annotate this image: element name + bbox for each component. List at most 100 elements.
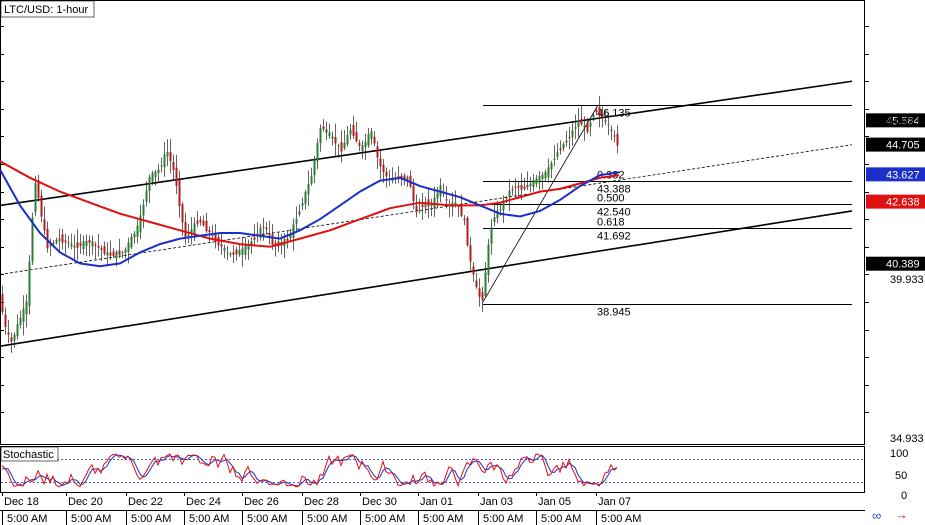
candle-body [316, 142, 319, 162]
candle-body [7, 332, 10, 335]
candle-body [616, 133, 619, 146]
price-tag [866, 194, 925, 209]
candle-body [445, 199, 448, 201]
candle-body [412, 185, 415, 201]
candle-body [331, 136, 334, 139]
x-tick-label: Dec 24 [186, 496, 221, 508]
candle-body [112, 251, 115, 256]
candle-body [241, 248, 244, 255]
candle-body [250, 241, 253, 245]
candle-body [172, 161, 175, 171]
candle-body [154, 171, 157, 177]
price-tags: 45.584 44.705 43.627 42.638 40.389 [866, 113, 925, 271]
candle-body [583, 125, 586, 128]
candle-body [373, 136, 376, 144]
candle-body [292, 224, 295, 238]
candle-body [262, 226, 265, 228]
candle-body [94, 244, 97, 246]
candle-body [481, 292, 484, 300]
candle-body [421, 204, 424, 208]
candle-body [61, 234, 64, 243]
x-tick-time-label: 5:00 AM [131, 513, 171, 525]
fib-value-label: 42.540 [597, 207, 631, 219]
candle-body [595, 110, 598, 113]
candle-body [208, 229, 211, 233]
candle-body [232, 252, 235, 255]
candle-body [322, 126, 325, 129]
x-tick-label: Jan 07 [598, 496, 631, 508]
candle-body [553, 158, 556, 160]
candle-body [457, 206, 460, 208]
price-tag-label: 45.584 [886, 115, 920, 127]
candle-body [538, 175, 541, 183]
price-channel [0, 80, 853, 347]
candle-body [523, 186, 526, 189]
candle-body [403, 175, 406, 180]
candle-body [604, 120, 607, 122]
candle-body [82, 241, 85, 250]
candle-body [448, 203, 451, 205]
candle-body [109, 252, 112, 256]
candle-body [31, 217, 34, 262]
candle-body [226, 252, 229, 254]
candle-body [46, 228, 49, 249]
y-tick-label: 39.933 [890, 274, 924, 286]
x-tick-label: Dec 26 [244, 496, 279, 508]
stochastic-lines [1, 453, 864, 488]
candle-body [328, 132, 331, 137]
candle-body [562, 143, 565, 149]
candle-body [25, 301, 28, 315]
stochastic-k-line [1, 453, 618, 488]
candle-body [58, 238, 61, 242]
candle-body [319, 128, 322, 144]
candle-body [346, 134, 349, 145]
candle-body [379, 158, 382, 167]
candle-body [532, 179, 535, 188]
x-tick-label: Dec 28 [304, 496, 339, 508]
candle-body [64, 240, 67, 243]
candle-body [142, 204, 145, 216]
candle-body [463, 218, 466, 221]
stochastic-y-tick-label: 100 [890, 448, 908, 460]
candle-body [406, 176, 409, 180]
candle-body [424, 201, 427, 208]
candle-body [559, 148, 562, 151]
candle-body [490, 227, 493, 244]
link-icon[interactable]: ∞ [872, 508, 882, 523]
candle-body [181, 204, 184, 223]
candle-body [529, 183, 532, 187]
x-tick-label: Dec 18 [4, 496, 39, 508]
candle-body [19, 318, 22, 325]
candle-body [169, 152, 172, 161]
candle-body [220, 244, 223, 247]
candle-body [298, 211, 301, 215]
stochastic-title-box [0, 446, 59, 462]
candle-body [91, 241, 94, 247]
candle-body [385, 171, 388, 177]
candle-body [76, 242, 79, 248]
candle-body [340, 142, 343, 152]
y-tick-label: 34.933 [890, 433, 924, 445]
candle-body [289, 234, 292, 239]
ma-slow-line [0, 160, 620, 248]
close-arrow-icon[interactable]: → [895, 507, 908, 522]
candle-body [598, 107, 601, 116]
candle-body [469, 245, 472, 262]
candle-body [535, 178, 538, 185]
stochastic-d-line [1, 454, 618, 487]
candle-body [265, 227, 268, 230]
candle-body [589, 122, 592, 127]
candle-body [157, 169, 160, 174]
x-tick-time-label: 5:00 AM [423, 513, 463, 525]
stochastic-plot-frame [0, 446, 865, 493]
x-tick-label: Jan 05 [538, 496, 571, 508]
candle-body [454, 202, 457, 205]
x-tick-label: Dec 30 [362, 496, 397, 508]
candle-body [178, 179, 181, 207]
candle-body [70, 244, 73, 247]
candle-body [610, 129, 613, 132]
candle-body [382, 164, 385, 173]
candle-body [361, 145, 364, 152]
candle-body [505, 197, 508, 199]
